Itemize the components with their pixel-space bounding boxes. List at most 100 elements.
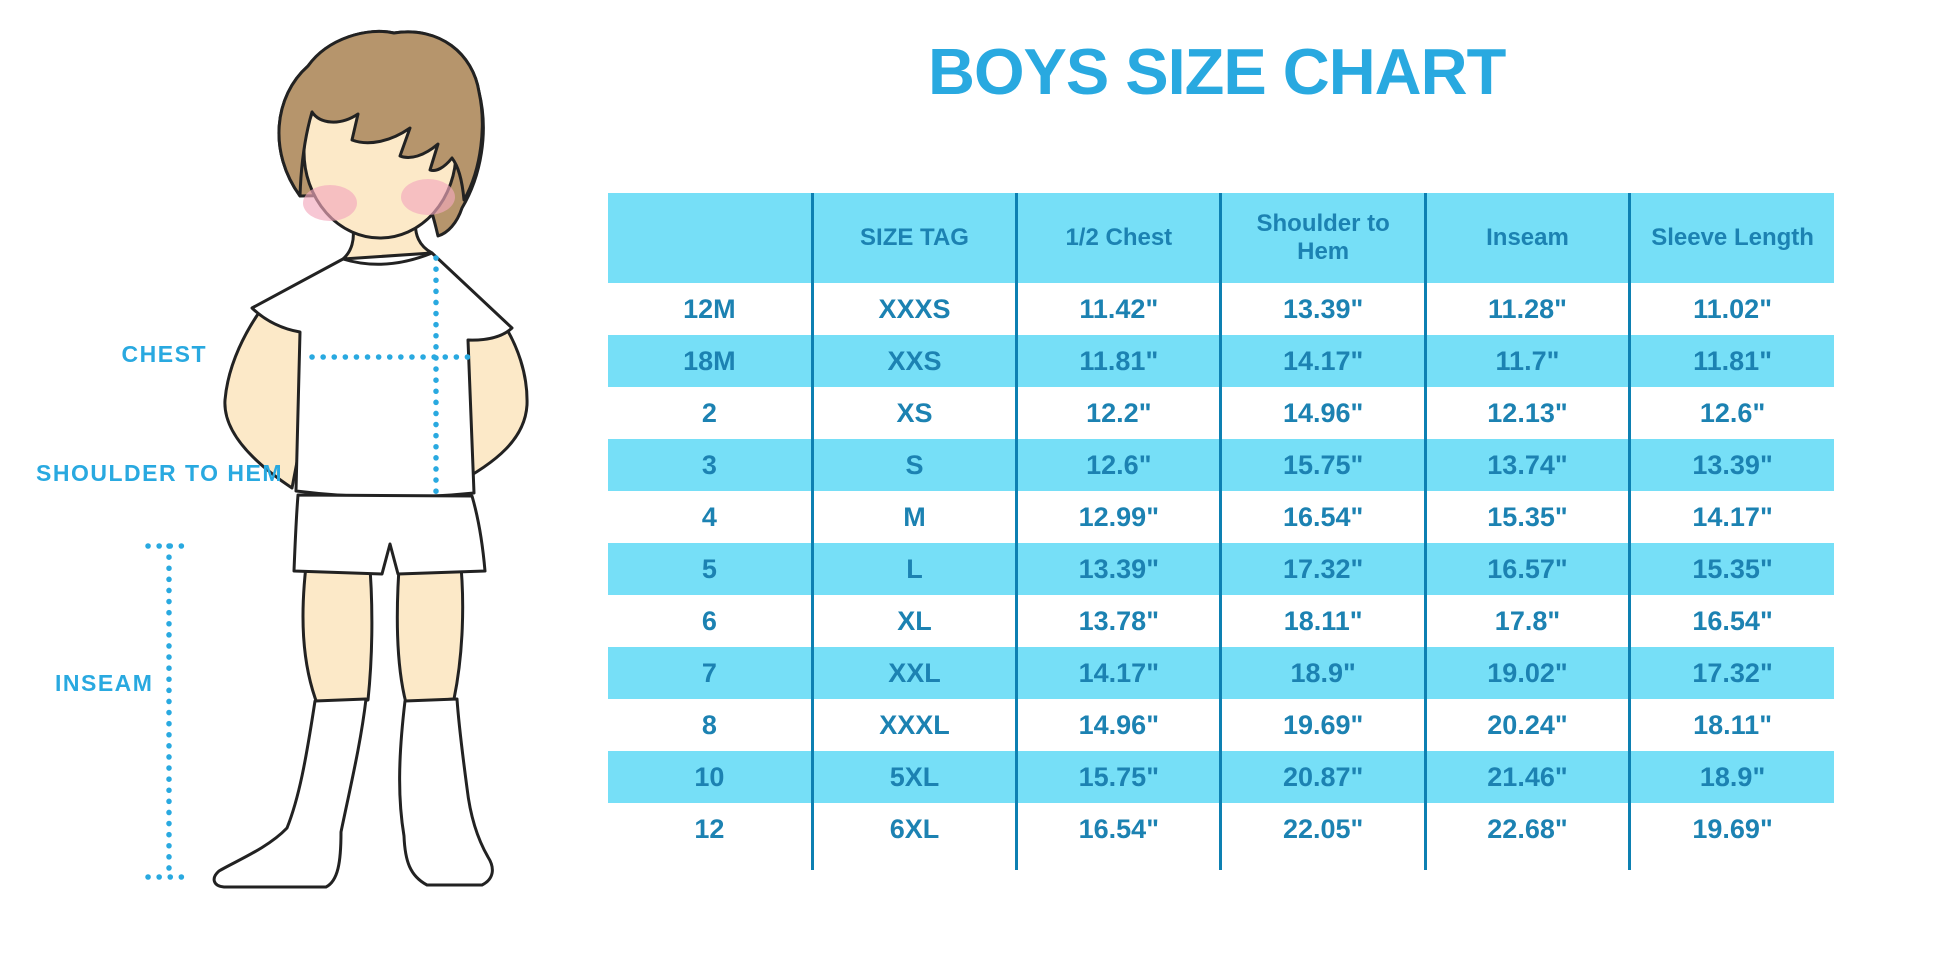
size-cell: 18.11" xyxy=(1628,699,1834,751)
size-cell: 10 xyxy=(694,761,725,792)
size-row-18m: 18M XXS 11.81" 14.17" 11.7" 11.81" xyxy=(608,335,1834,387)
col-header-size-tag: SIZE TAG xyxy=(810,193,1017,283)
size-cell: 22.05" xyxy=(1219,803,1426,855)
size-cell: 13.39" xyxy=(1015,543,1221,595)
size-cell: 19.02" xyxy=(1423,647,1630,699)
size-cell: 15.35" xyxy=(1628,543,1834,595)
size-cell: 11.42" xyxy=(1015,283,1221,335)
size-cell: 17.32" xyxy=(1219,543,1426,595)
size-cell: 4 xyxy=(701,501,717,532)
size-cell: 14.17" xyxy=(1219,335,1426,387)
col-header-1-2-chest: 1/2 Chest xyxy=(1015,193,1221,283)
chest-label: CHEST xyxy=(121,341,207,367)
size-cell: 13.74" xyxy=(1423,439,1630,491)
column-line-extension xyxy=(608,855,813,870)
size-cell: 15.75" xyxy=(1219,439,1426,491)
size-cell: 5 xyxy=(701,553,717,584)
size-cell: 12.13" xyxy=(1423,387,1630,439)
left-leg xyxy=(301,548,374,708)
size-row-10: 10 5XL 15.75" 20.87" 21.46" 18.9" xyxy=(608,751,1834,803)
size-cell: 11.81" xyxy=(1015,335,1221,387)
size-row-2: 2 XS 12.2" 14.96" 12.13" 12.6" xyxy=(608,387,1834,439)
size-cell: 19.69" xyxy=(1219,699,1426,751)
size-cell: M xyxy=(810,491,1017,543)
size-cell: XXS xyxy=(810,335,1017,387)
size-cell: 11.81" xyxy=(1628,335,1834,387)
size-cell: 18.9" xyxy=(1219,647,1426,699)
left-arm xyxy=(223,298,307,490)
size-cell: 5XL xyxy=(810,751,1017,803)
size-cell: XL xyxy=(810,595,1017,647)
size-cell: 15.35" xyxy=(1423,491,1630,543)
size-cell: 13.78" xyxy=(1015,595,1221,647)
size-row-3: 3 S 12.6" 15.75" 13.74" 13.39" xyxy=(608,439,1834,491)
column-line-extension-row xyxy=(608,855,1834,870)
col-header-sleeve-length: Sleeve Length xyxy=(1628,193,1834,283)
size-cell: 17.8" xyxy=(1423,595,1630,647)
size-cell: 18.11" xyxy=(1219,595,1426,647)
size-cell: 13.39" xyxy=(1219,283,1426,335)
column-line-extension xyxy=(1628,855,1834,870)
size-cell: 14.17" xyxy=(1628,491,1834,543)
size-cell: XS xyxy=(810,387,1017,439)
size-cell: 16.54" xyxy=(1219,491,1426,543)
size-cell: 14.17" xyxy=(1015,647,1221,699)
size-cell: 16.57" xyxy=(1423,543,1630,595)
right-leg xyxy=(395,552,465,705)
size-cell: 13.39" xyxy=(1628,439,1834,491)
size-cell: XXL xyxy=(810,647,1017,699)
size-cell: 16.54" xyxy=(1628,595,1834,647)
size-cell: 8 xyxy=(701,709,717,740)
size-cell: 18M xyxy=(683,345,736,376)
size-cell: S xyxy=(810,439,1017,491)
size-cell: 6 xyxy=(701,605,717,636)
column-line-extension xyxy=(1423,855,1630,870)
size-cell: 12.6" xyxy=(1628,387,1834,439)
size-cell: 6XL xyxy=(810,803,1017,855)
col-header-inseam: Inseam xyxy=(1423,193,1630,283)
size-cell: 12.99" xyxy=(1015,491,1221,543)
boy-figure-drawing xyxy=(145,29,529,889)
inseam-label: INSEAM xyxy=(55,670,154,696)
col-header-shoulder-to-hem: Shoulder to Hem xyxy=(1219,193,1426,283)
size-cell: 14.96" xyxy=(1015,699,1221,751)
size-cell: 12 xyxy=(694,813,725,844)
size-cell: 21.46" xyxy=(1423,751,1630,803)
size-cell: 12.6" xyxy=(1015,439,1221,491)
size-row-7: 7 XXL 14.17" 18.9" 19.02" 17.32" xyxy=(608,647,1834,699)
size-cell: 16.54" xyxy=(1015,803,1221,855)
size-cell: 19.69" xyxy=(1628,803,1834,855)
size-table-head: SIZE TAG 1/2 Chest Shoulder to Hem Inseam Sl… xyxy=(608,193,1834,283)
size-cell: 15.75" xyxy=(1015,751,1221,803)
size-cell: 14.96" xyxy=(1219,387,1426,439)
shoulder-to-hem-label: SHOULDER TO HEM xyxy=(36,460,283,486)
size-cell: 20.24" xyxy=(1423,699,1630,751)
column-line-extension xyxy=(810,855,1017,870)
size-cell: 12.2" xyxy=(1015,387,1221,439)
size-table: SIZE TAG 1/2 Chest Shoulder to Hem Inseam Sl… xyxy=(608,193,1834,870)
size-cell: XXXL xyxy=(810,699,1017,751)
size-cell: 11.28" xyxy=(1423,283,1630,335)
size-row-8: 8 XXXL 14.96" 19.69" 20.24" 18.11" xyxy=(608,699,1834,751)
header-row: SIZE TAG 1/2 Chest Shoulder to Hem Inseam Sl… xyxy=(608,193,1834,283)
size-row-6: 6 XL 13.78" 18.11" 17.8" 16.54" xyxy=(608,595,1834,647)
size-row-12m: 12M XXXS 11.42" 13.39" 11.28" 11.02" xyxy=(608,283,1834,335)
size-row-12: 12 6XL 16.54" 22.05" 22.68" 19.69" xyxy=(608,803,1834,855)
size-cell: 18.9" xyxy=(1628,751,1834,803)
size-cell: 20.87" xyxy=(1219,751,1426,803)
page-title: BOYS SIZE CHART xyxy=(928,35,1506,108)
col-header-empty xyxy=(608,193,813,283)
column-line-extension xyxy=(1219,855,1426,870)
size-cell: 17.32" xyxy=(1628,647,1834,699)
column-line-extension xyxy=(1015,855,1221,870)
size-table-foot xyxy=(608,855,1834,870)
hair-fringe xyxy=(277,29,484,202)
size-row-4: 4 M 12.99" 16.54" 15.35" 14.17" xyxy=(608,491,1834,543)
size-cell: 2 xyxy=(701,397,717,428)
shorts xyxy=(292,493,487,576)
size-cell: L xyxy=(810,543,1017,595)
size-cell: XXXS xyxy=(810,283,1017,335)
right-sock xyxy=(398,697,494,887)
left-sock xyxy=(212,697,368,889)
